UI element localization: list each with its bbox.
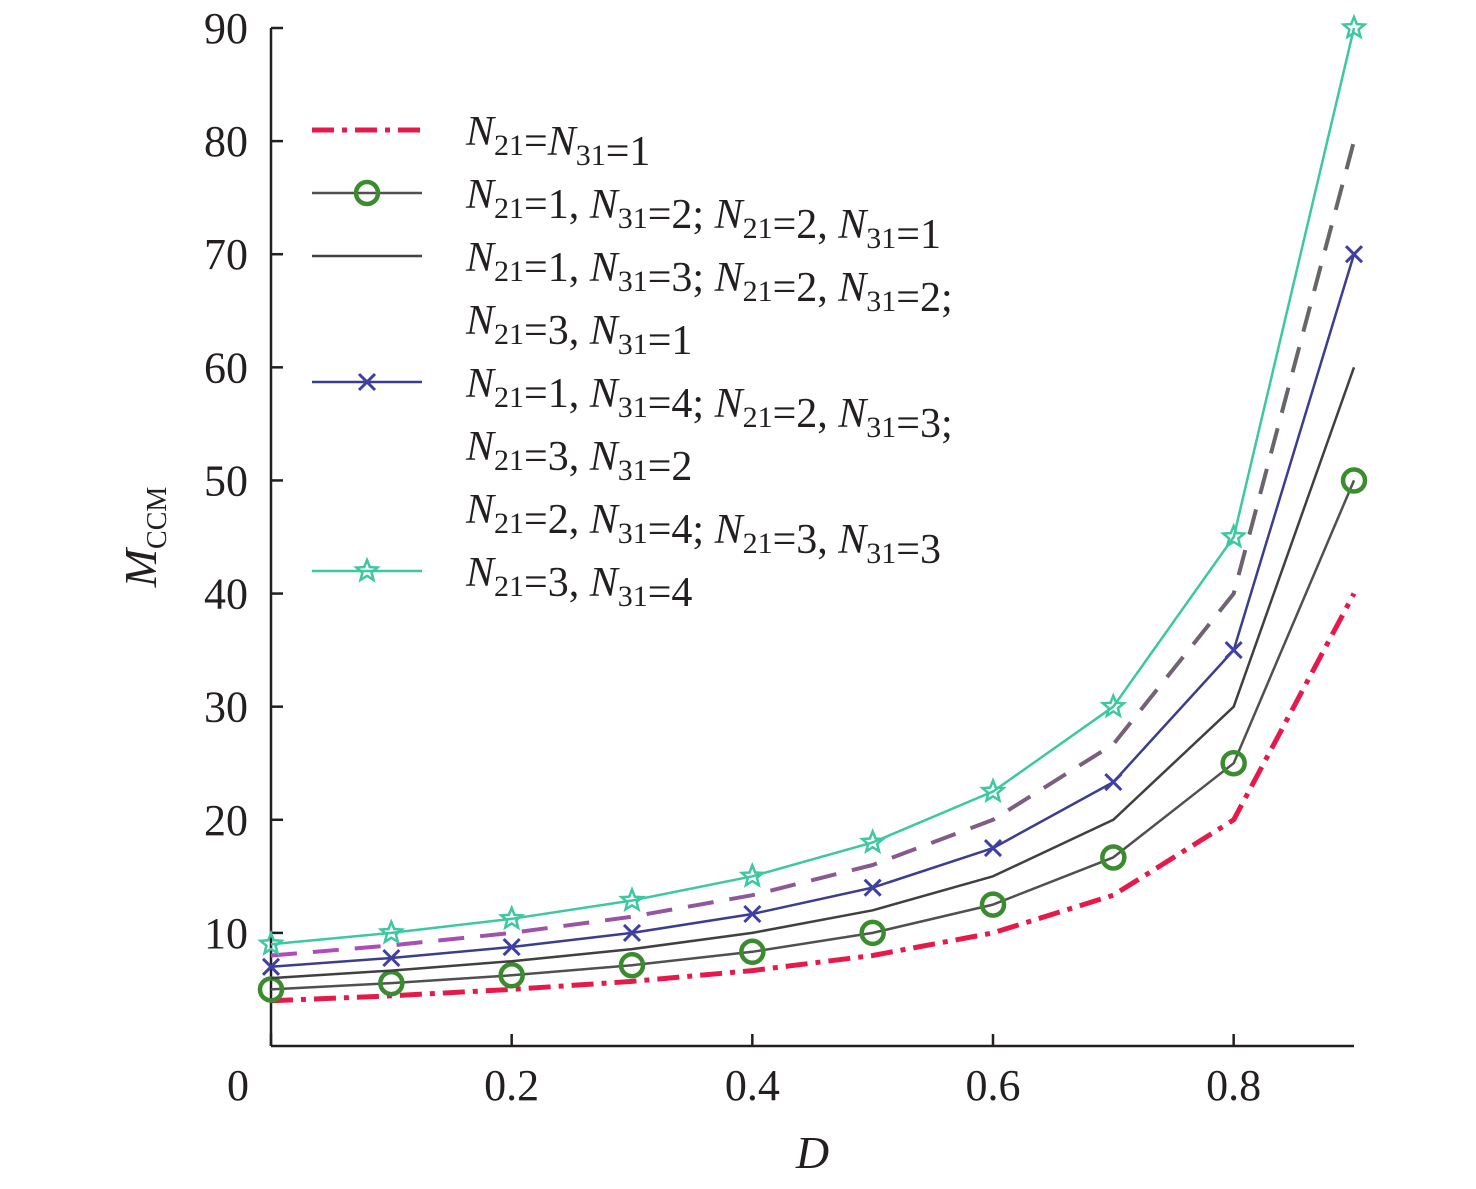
data-point xyxy=(1099,692,1128,719)
x-tick-label: 0.6 xyxy=(966,1061,1021,1110)
data-point xyxy=(983,838,1003,858)
series-2 xyxy=(257,467,1368,1003)
plot-frame xyxy=(269,28,1354,1048)
x-axis-title: D xyxy=(795,1127,829,1178)
data-point xyxy=(618,951,646,979)
legend-label: N21=1, N31=4; N21=2, N31=3; xyxy=(465,361,953,447)
data-point xyxy=(497,904,526,931)
data-point xyxy=(858,828,887,855)
legend-label: N21=1, N31=2; N21=2, N31=1 xyxy=(465,172,941,258)
x-tick-label: 0.4 xyxy=(725,1061,780,1110)
legend-marker xyxy=(353,556,381,583)
data-point xyxy=(502,937,521,957)
data-point xyxy=(257,929,285,956)
series-1 xyxy=(270,592,1357,1004)
y-tick-label: 20 xyxy=(204,796,248,845)
data-point xyxy=(618,886,646,913)
x-tick-label: 0.2 xyxy=(484,1061,539,1110)
data-point xyxy=(739,938,766,966)
legend-label: N21=3, N31=1 xyxy=(465,298,692,364)
y-tick-label: 40 xyxy=(204,570,248,619)
data-point xyxy=(863,878,882,897)
legend-entry-6: N21=3, N31=4 xyxy=(312,550,692,616)
series-4 xyxy=(261,245,1364,976)
data-point xyxy=(1340,13,1368,40)
legend-label: N21=N31=1 xyxy=(465,109,650,175)
y-tick-label: 70 xyxy=(204,230,248,279)
data-point xyxy=(622,923,642,942)
x-tick-label: 0.8 xyxy=(1206,1061,1261,1110)
series-line xyxy=(270,479,1356,991)
legend-entry-3: N21=1, N31=3; N21=2, N31=2;N21=3, N31=1 xyxy=(312,235,953,364)
y-tick-label: 60 xyxy=(204,343,248,392)
data-point xyxy=(261,957,281,976)
legend-marker xyxy=(357,372,377,392)
x-tick-label: 0 xyxy=(227,1061,249,1110)
data-point xyxy=(377,918,406,945)
data-point xyxy=(1219,522,1248,549)
data-point xyxy=(859,919,886,947)
data-point xyxy=(257,976,285,1003)
data-point xyxy=(1104,773,1123,792)
series-line xyxy=(270,253,1356,969)
series-line xyxy=(270,27,1356,946)
y-tick-label: 30 xyxy=(204,683,248,732)
series-layer xyxy=(257,13,1368,1004)
data-point xyxy=(498,962,525,989)
data-point xyxy=(738,861,767,888)
legend-entry-4: N21=1, N31=4; N21=2, N31=3;N21=3, N31=2 xyxy=(312,361,953,490)
series-line xyxy=(270,592,1357,1004)
y-tick-label: 50 xyxy=(204,456,248,505)
data-point xyxy=(382,948,401,968)
legend-label: N21=3, N31=4 xyxy=(465,550,692,616)
data-point xyxy=(1340,467,1368,494)
legend-label: N21=2, N31=4; N21=3, N31=3 xyxy=(465,487,941,573)
legend-label: N21=1, N31=3; N21=2, N31=2; xyxy=(465,235,953,321)
data-point xyxy=(1100,844,1127,871)
legend-entry-1: N21=N31=1 xyxy=(312,109,650,175)
legend-entry-2: N21=1, N31=2; N21=2, N31=1 xyxy=(312,172,941,258)
y-tick-label: 90 xyxy=(204,4,248,53)
y-tick-label: 80 xyxy=(204,117,248,166)
legend-entry-5: N21=2, N31=4; N21=3, N31=3 xyxy=(312,487,941,573)
data-point xyxy=(979,777,1007,804)
series-6 xyxy=(257,13,1368,956)
legend-marker xyxy=(353,179,381,207)
series-3 xyxy=(270,366,1356,980)
data-point xyxy=(1220,749,1247,777)
legend-label: N21=3, N31=2 xyxy=(465,424,692,490)
data-point xyxy=(979,891,1007,918)
y-tick-label: 10 xyxy=(204,909,248,958)
data-point xyxy=(1224,641,1243,660)
data-point xyxy=(378,969,405,997)
data-point xyxy=(1344,245,1364,264)
series-line xyxy=(270,366,1356,980)
series-5 xyxy=(270,140,1356,958)
data-point xyxy=(743,904,762,924)
series-line xyxy=(270,140,1356,958)
axis-ticks: 0 0.2 0.4 0.6 0.8 10 20 30 40 50 60 70 80 90 xyxy=(204,4,1261,1110)
y-axis-title: MCCM xyxy=(115,487,173,589)
